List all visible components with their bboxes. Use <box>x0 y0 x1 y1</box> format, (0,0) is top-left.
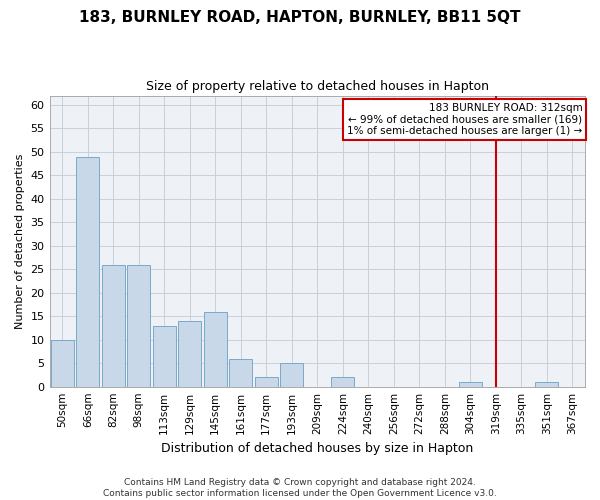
Bar <box>76 156 99 386</box>
X-axis label: Distribution of detached houses by size in Hapton: Distribution of detached houses by size … <box>161 442 473 455</box>
Text: Contains HM Land Registry data © Crown copyright and database right 2024.
Contai: Contains HM Land Registry data © Crown c… <box>103 478 497 498</box>
Bar <box>127 264 150 386</box>
Y-axis label: Number of detached properties: Number of detached properties <box>15 154 25 329</box>
Bar <box>331 378 354 386</box>
Text: 183, BURNLEY ROAD, HAPTON, BURNLEY, BB11 5QT: 183, BURNLEY ROAD, HAPTON, BURNLEY, BB11… <box>79 10 521 25</box>
Bar <box>459 382 482 386</box>
Bar <box>535 382 558 386</box>
Bar <box>178 321 201 386</box>
Bar <box>204 312 227 386</box>
Text: 183 BURNLEY ROAD: 312sqm
← 99% of detached houses are smaller (169)
1% of semi-d: 183 BURNLEY ROAD: 312sqm ← 99% of detach… <box>347 103 583 136</box>
Bar <box>102 264 125 386</box>
Bar <box>51 340 74 386</box>
Bar <box>229 358 252 386</box>
Bar <box>153 326 176 386</box>
Title: Size of property relative to detached houses in Hapton: Size of property relative to detached ho… <box>146 80 489 93</box>
Bar <box>255 378 278 386</box>
Bar <box>280 363 303 386</box>
